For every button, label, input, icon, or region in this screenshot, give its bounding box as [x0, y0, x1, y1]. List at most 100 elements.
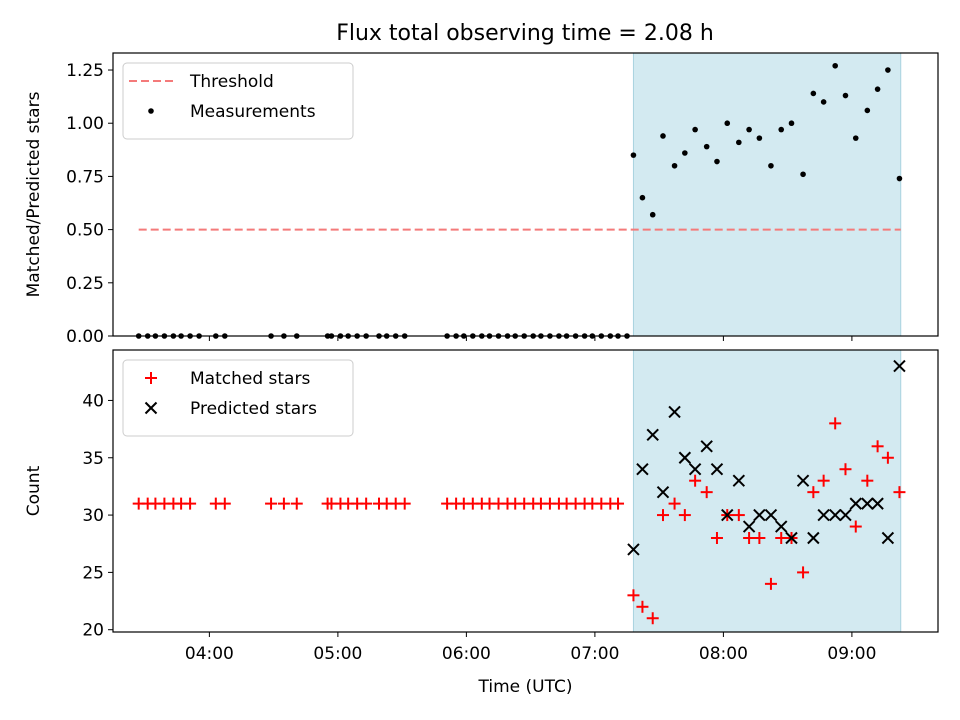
- matched-star-point: [807, 486, 820, 499]
- predicted-star-point: [881, 531, 895, 545]
- matched-star-point: [612, 497, 625, 510]
- matched-star-point: [753, 532, 766, 544]
- measurement-point: [768, 162, 774, 169]
- predicted-star-point: [627, 543, 640, 556]
- x-stroke-b: [807, 531, 820, 545]
- predicted-star-point: [710, 463, 724, 476]
- measurement-point: [736, 139, 742, 146]
- x-axis-label: Time (UTC): [478, 677, 573, 697]
- measurement-point: [788, 120, 795, 127]
- matched-star-point: [829, 417, 842, 430]
- x-stroke-b: [656, 485, 670, 499]
- x-stroke-b: [785, 531, 798, 545]
- matched-star-point: [871, 440, 884, 453]
- x-tick-label: 05:00: [313, 644, 362, 664]
- matched-star-point: [657, 509, 669, 522]
- matched-star-point: [817, 474, 830, 487]
- predicted-star-point: [721, 508, 734, 522]
- x-stroke-b: [861, 497, 874, 510]
- y-tick-label: 35: [82, 449, 104, 469]
- x-tick-label: 09:00: [827, 644, 876, 664]
- measurement-point: [671, 162, 678, 169]
- x-stroke-b: [721, 508, 734, 522]
- predicted-star-point: [849, 497, 862, 510]
- matched-star-point: [360, 497, 373, 510]
- matched-star-point: [732, 509, 745, 522]
- matched-star-point: [277, 497, 290, 510]
- measurement-point: [800, 171, 806, 178]
- predicted-star-point: [656, 485, 670, 499]
- x-stroke-b: [688, 463, 702, 476]
- x-stroke-b: [742, 520, 756, 533]
- x-tick-label: 08:00: [699, 644, 748, 664]
- predicted-star-point: [764, 508, 778, 522]
- x-stroke-b: [753, 508, 766, 522]
- legend: Matched stars Predicted stars: [122, 359, 354, 437]
- measurement-point: [630, 152, 637, 158]
- matched-star-point: [700, 486, 713, 499]
- matched-star-point: [743, 532, 756, 544]
- predicted-star-point: [796, 474, 810, 487]
- y-tick-label: 25: [82, 563, 104, 583]
- x-stroke-b: [700, 440, 713, 453]
- x-stroke-b: [678, 451, 692, 464]
- predicted-star-point: [893, 359, 906, 373]
- legend-series-label: Predicted stars: [190, 399, 317, 419]
- ratio-panel: 0.00 0.25 0.50 0.75 1.00 1.25 Matched/Predicte…: [24, 52, 939, 347]
- predicted-star-point: [775, 520, 788, 533]
- x-tick-label: 07:00: [570, 644, 619, 664]
- y-tick-label: 40: [82, 391, 104, 411]
- matched-star-point: [797, 566, 810, 579]
- measurement-point: [810, 90, 817, 97]
- matched-star-point: [893, 486, 906, 499]
- predicted-star-point: [700, 440, 713, 453]
- measurement-point: [724, 120, 731, 127]
- legend-threshold-label: Threshold: [189, 72, 274, 92]
- x-stroke-b: [828, 508, 842, 522]
- matched-star-point: [881, 451, 894, 464]
- measurement-point: [885, 67, 891, 73]
- measurement-point: [832, 62, 838, 69]
- measurement-point: [778, 126, 785, 133]
- x-stroke-b: [668, 405, 681, 419]
- x-stroke-b: [764, 508, 778, 522]
- y-tick-label: 0.75: [66, 167, 104, 187]
- predicted-star-point: [732, 474, 746, 487]
- matched-star-point: [290, 497, 303, 510]
- x-stroke-b: [871, 497, 884, 510]
- matched-star-point: [627, 589, 640, 602]
- predicted-star-point: [861, 497, 874, 510]
- measurement-point: [746, 126, 752, 133]
- measurement-point: [703, 143, 710, 150]
- predicted-star-point: [742, 520, 756, 533]
- x-stroke-b: [893, 359, 906, 373]
- x-stroke-b: [849, 497, 862, 510]
- matched-star-point: [398, 497, 411, 510]
- count-panel: 20 25 30 35 40 04:00 05:00 06:00 07:00 08:00 09:00…: [24, 349, 939, 697]
- measurement-point: [874, 86, 881, 92]
- x-tick-label: 06:00: [442, 644, 491, 664]
- matched-star-point: [646, 612, 659, 625]
- matched-star-point: [861, 474, 874, 487]
- predicted-star-point: [678, 451, 692, 464]
- matched-star-point: [689, 474, 702, 487]
- x-stroke-b: [646, 428, 659, 442]
- matched-star-point: [849, 520, 862, 533]
- x-stroke-b: [881, 531, 895, 545]
- matched-star-point: [265, 497, 278, 510]
- predicted-star-point: [646, 428, 659, 442]
- measurement-point: [852, 135, 859, 141]
- matched-star-point: [184, 497, 197, 510]
- shaded-region: [632, 52, 902, 337]
- legend-dot-swatch: [148, 108, 154, 114]
- predicted-star-point: [871, 497, 884, 510]
- x-tick-label: 04:00: [185, 644, 234, 664]
- chart-title: Flux total observing time = 2.08 h: [336, 21, 714, 46]
- measurement-point: [682, 150, 688, 156]
- measurement-point: [864, 107, 871, 114]
- legend-box: [122, 62, 354, 140]
- measurement-point: [714, 158, 720, 165]
- measurement-point: [896, 175, 903, 182]
- measurement-point: [820, 99, 827, 105]
